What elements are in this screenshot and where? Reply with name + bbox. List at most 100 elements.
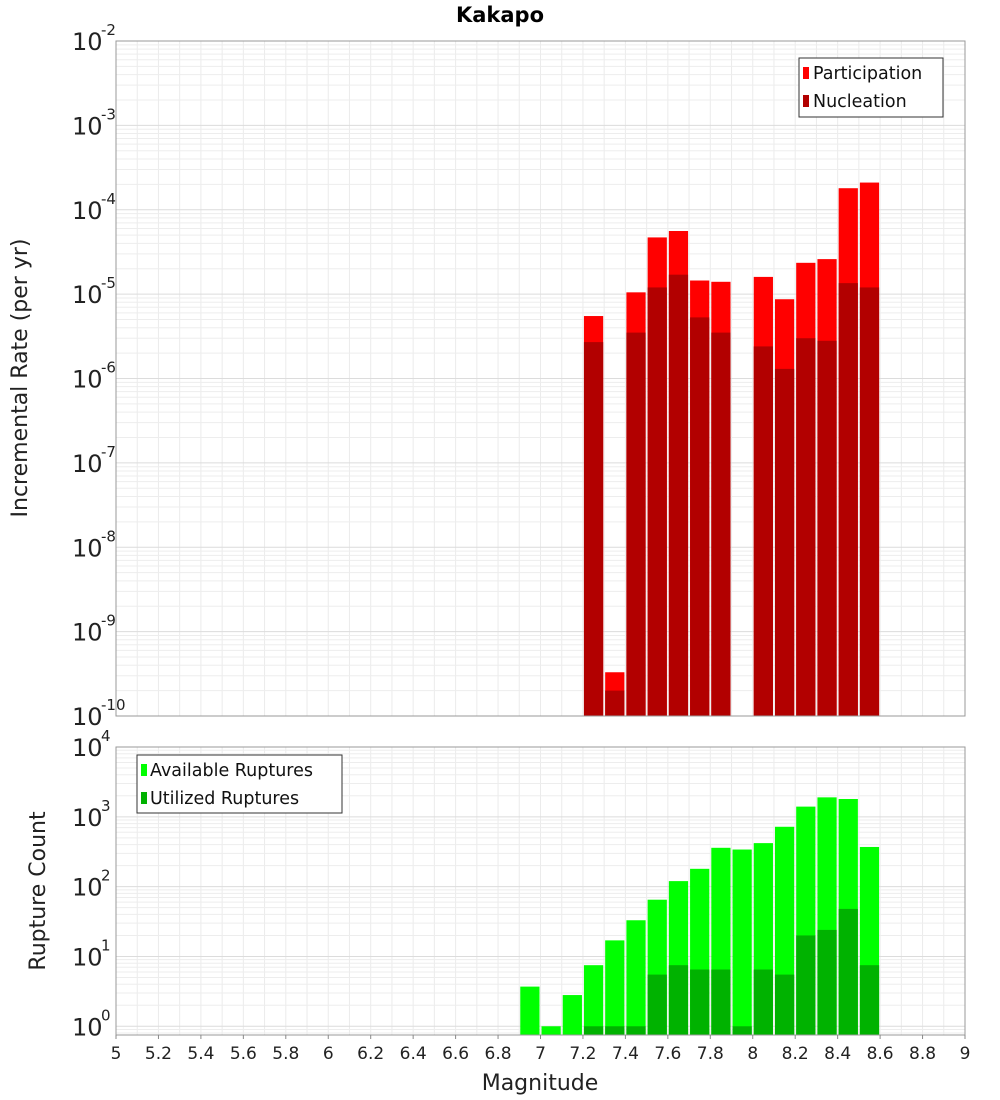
bar-secondary	[711, 332, 731, 716]
bar-secondary	[817, 929, 837, 1035]
bar-secondary	[583, 1026, 604, 1035]
y-tick-label: 10	[72, 1013, 103, 1041]
bar-secondary	[711, 969, 731, 1035]
bar-secondary	[838, 908, 858, 1035]
y-tick-label: 10	[72, 703, 103, 731]
x-tick-label: 8	[747, 1044, 758, 1064]
x-tick-label: 5.2	[145, 1044, 172, 1064]
legend-swatch-nucleation	[803, 95, 809, 107]
bar-secondary	[838, 283, 858, 716]
legend-label-utilized: Utilized Ruptures	[150, 789, 299, 809]
bar-secondary	[626, 332, 646, 716]
legend-swatch-participation	[803, 67, 809, 79]
bar-secondary	[690, 969, 710, 1035]
bar-secondary	[605, 1026, 625, 1035]
bar-secondary	[859, 965, 880, 1035]
bar-secondary	[774, 974, 795, 1035]
y-tick-exponent: 1	[101, 936, 111, 954]
rate-plot-bars	[583, 182, 880, 717]
x-tick-label: 5	[111, 1044, 122, 1064]
x-tick-label: 6.8	[485, 1044, 512, 1064]
rate-legend-box	[798, 57, 944, 118]
x-tick-label: 8.4	[824, 1044, 851, 1064]
magnitude-x-ticks: 5 5.2 5.4 5.6 5.8 6 6.2 6.4 6.6 6.8 7 7.2 7.4 7.6 7.8 8…	[111, 1035, 971, 1064]
legend-swatch-utilized	[141, 792, 147, 804]
bar-secondary	[647, 287, 667, 716]
y-tick-label: 10	[72, 619, 103, 647]
bar-primary	[626, 920, 646, 1035]
rate-legend: Participation Nucleation	[798, 57, 944, 118]
y-tick-exponent: -9	[101, 612, 116, 630]
bar-secondary	[796, 338, 816, 716]
x-tick-label: 7	[535, 1044, 546, 1064]
x-tick-label: 8.8	[909, 1044, 936, 1064]
legend-label-nucleation: Nucleation	[813, 92, 907, 112]
y-tick-exponent: -2	[101, 21, 116, 39]
y-tick-label: 10	[72, 281, 103, 309]
legend-label-participation: Participation	[813, 64, 922, 84]
y-tick-label: 10	[72, 112, 103, 140]
bar-secondary	[626, 1026, 646, 1035]
y-tick-exponent: -4	[101, 190, 116, 208]
x-tick-label: 6	[323, 1044, 334, 1064]
rate-plot-frame	[115, 40, 966, 717]
y-tick-exponent: -10	[101, 696, 126, 714]
bar-secondary	[605, 690, 625, 716]
y-tick-exponent: -8	[101, 527, 116, 545]
count-legend-box	[136, 754, 343, 814]
x-axis-label: Magnitude	[482, 1071, 599, 1096]
bar-secondary	[859, 287, 880, 716]
bar-secondary	[583, 342, 604, 716]
y-tick-label: 10	[72, 874, 103, 902]
bar-secondary	[668, 965, 689, 1035]
x-tick-label: 9	[960, 1044, 971, 1064]
x-tick-label: 8.6	[867, 1044, 894, 1064]
bar-primary	[541, 1026, 561, 1035]
y-tick-label: 10	[72, 943, 103, 971]
count-y-axis-label: Rupture Count	[26, 811, 51, 971]
y-tick-exponent: -5	[101, 274, 116, 292]
rate-y-axis-label: Incremental Rate (per yr)	[8, 239, 33, 518]
y-tick-label: 10	[72, 450, 103, 478]
bar-secondary	[817, 340, 837, 716]
x-tick-label: 5.8	[272, 1044, 299, 1064]
y-tick-label: 10	[72, 197, 103, 225]
x-tick-label: 5.6	[230, 1044, 257, 1064]
bar-secondary	[796, 935, 816, 1035]
y-tick-exponent: 3	[101, 797, 111, 815]
x-tick-label: 6.6	[442, 1044, 469, 1064]
chart-title: Kakapo	[456, 3, 544, 27]
x-tick-label: 7.6	[654, 1044, 681, 1064]
x-tick-label: 7.4	[612, 1044, 639, 1064]
y-tick-exponent: -3	[101, 105, 116, 123]
y-tick-label: 10	[72, 366, 103, 394]
bar-secondary	[690, 317, 710, 716]
y-tick-exponent: 2	[101, 867, 111, 885]
bar-secondary	[732, 1026, 752, 1035]
y-tick-label: 10	[72, 734, 103, 762]
bar-secondary	[668, 274, 689, 716]
bar-primary	[583, 965, 604, 1035]
x-tick-label: 6.4	[400, 1044, 427, 1064]
bar-primary	[520, 986, 540, 1035]
bar-secondary	[753, 346, 773, 716]
count-plot-bars	[520, 797, 880, 1035]
bar-primary	[562, 995, 582, 1035]
bar-primary	[605, 940, 625, 1035]
rate-plot-grid	[115, 40, 966, 717]
y-tick-exponent: -7	[101, 443, 116, 461]
x-tick-label: 8.2	[782, 1044, 809, 1064]
y-tick-exponent: 4	[101, 727, 111, 745]
y-tick-exponent: -6	[101, 359, 116, 377]
bar-secondary	[753, 969, 773, 1035]
y-tick-label: 10	[72, 804, 103, 832]
x-tick-label: 7.8	[697, 1044, 724, 1064]
x-tick-label: 6.2	[357, 1044, 384, 1064]
bar-secondary	[647, 974, 667, 1035]
x-tick-label: 7.2	[569, 1044, 596, 1064]
y-tick-label: 10	[72, 28, 103, 56]
